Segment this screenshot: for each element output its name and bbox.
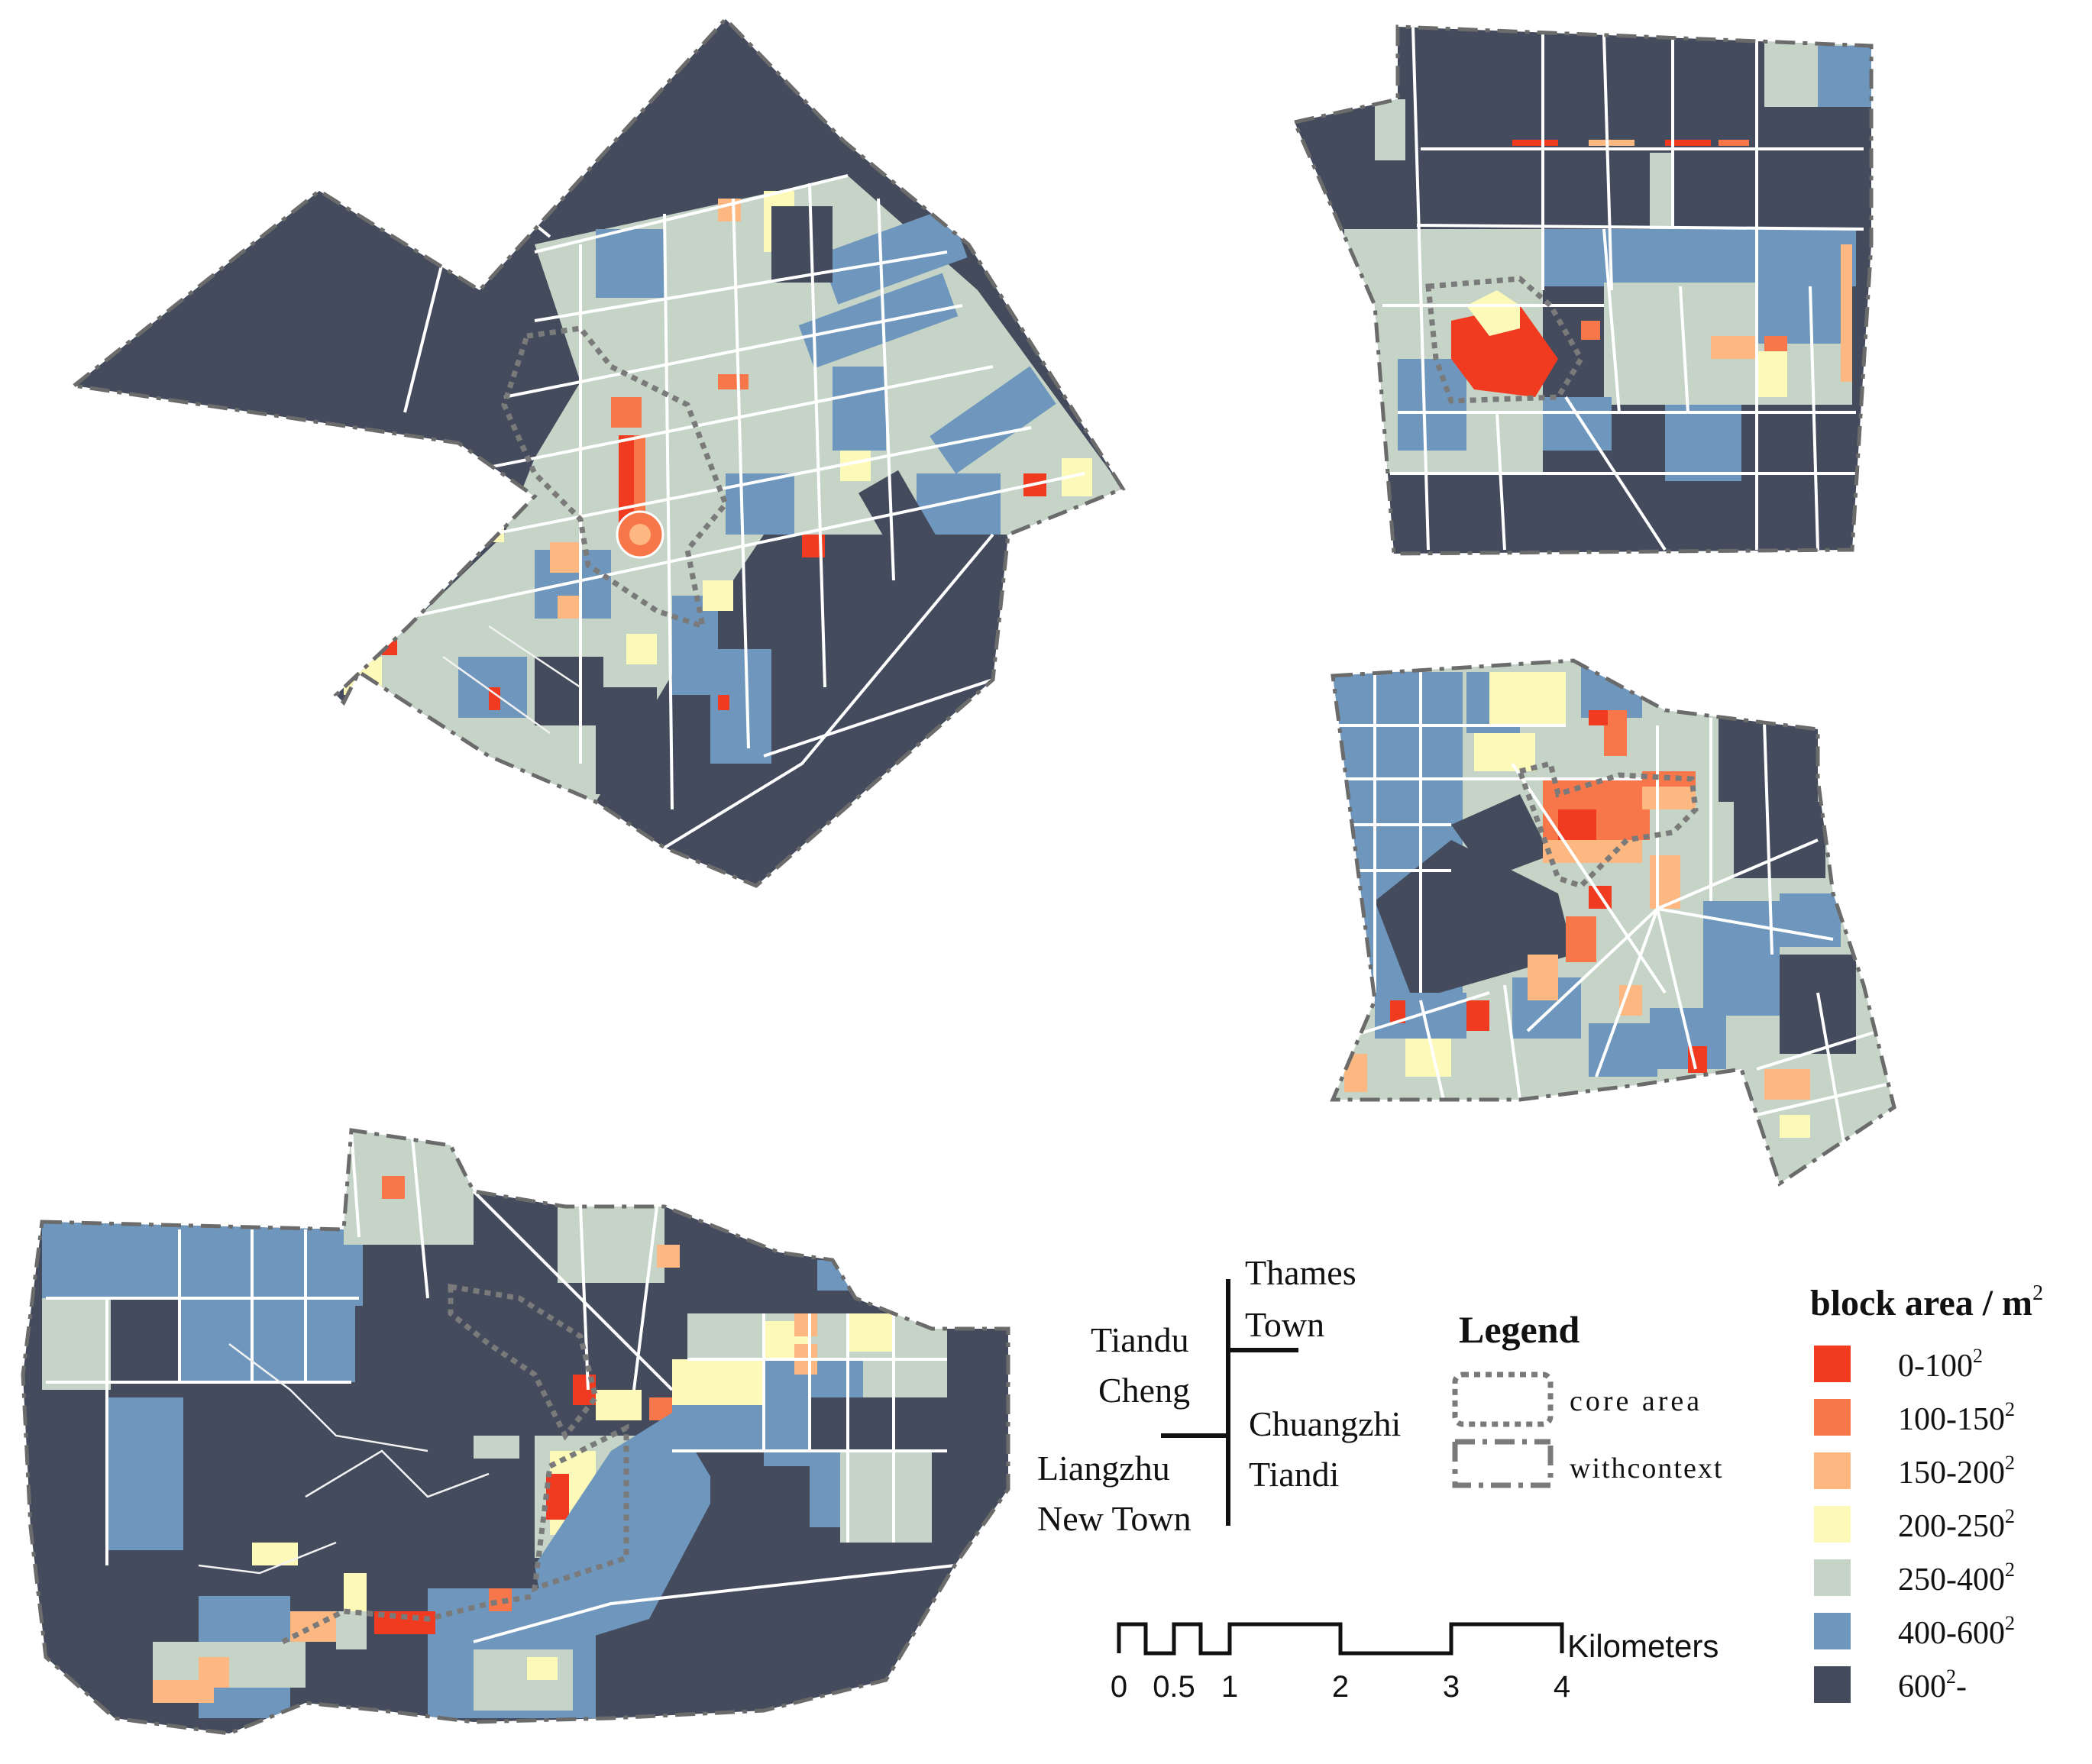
block-legend-title: block area / m2 (1810, 1281, 2043, 1323)
tree-label-tiandu: Tiandu (1091, 1320, 1189, 1359)
context-symbol (1452, 1442, 1554, 1488)
tree-label-tiandi: Tiandi (1249, 1455, 1339, 1494)
tree-label-new-town: New Town (1037, 1499, 1192, 1538)
scale-tick-label: 2 (1332, 1670, 1349, 1704)
legend-swatch (1814, 1613, 1851, 1649)
legend-label: 0-1002 (1898, 1345, 1983, 1384)
scale-tick-label: 0.5 (1153, 1670, 1195, 1704)
map-thames-town (1292, 24, 1874, 556)
legend-label: 150-2002 (1898, 1452, 2015, 1491)
tree-label-cheng: Cheng (1098, 1371, 1190, 1410)
legend-swatch (1814, 1666, 1851, 1703)
tree-label-town: Town (1245, 1305, 1324, 1344)
legend-label: 400-6002 (1898, 1612, 2015, 1651)
core-area-symbol (1452, 1371, 1554, 1427)
legend-label: 250-4002 (1898, 1559, 2015, 1598)
tree-label-chuangzhi: Chuangzhi (1249, 1404, 1401, 1443)
legend-swatch (1814, 1399, 1851, 1436)
legend-swatch (1814, 1506, 1851, 1543)
legend-title: Legend (1459, 1308, 1580, 1351)
map-tiandu-cheng (69, 16, 1126, 888)
scale-ticks: 0 0.5 1 2 3 4 (1111, 1670, 1570, 1704)
block-legend: 0-1002 100-1502 150-2002 200-2502 250-4002 40… (1814, 1345, 2015, 1704)
scale-tick-label: 1 (1221, 1670, 1238, 1704)
scale-bar (1117, 1622, 1564, 1656)
context-label: withcontext (1570, 1452, 1723, 1485)
map-liangzhu-new-town (21, 1128, 1010, 1736)
scale-tick-label: 4 (1554, 1670, 1570, 1704)
tree-label-liangzhu: Liangzhu (1037, 1449, 1170, 1488)
scale-unit: Kilometers (1567, 1628, 1719, 1664)
legend-label: 6002- (1898, 1665, 1967, 1704)
legend-swatch (1814, 1559, 1851, 1596)
legend-label: 100-1502 (1898, 1398, 2015, 1437)
core-area-label: core area (1570, 1385, 1702, 1417)
legend-swatch (1814, 1346, 1851, 1382)
tree-label-thames: Thames (1245, 1253, 1356, 1292)
map-chuangzhi-tiandi (1330, 658, 1896, 1187)
scale-tick-label: 0 (1111, 1670, 1127, 1704)
legend-label: 200-2502 (1898, 1505, 2015, 1544)
scale-tick-label: 3 (1443, 1670, 1460, 1704)
legend-swatch (1814, 1452, 1851, 1489)
district-tree-diagram (1161, 1279, 1298, 1526)
